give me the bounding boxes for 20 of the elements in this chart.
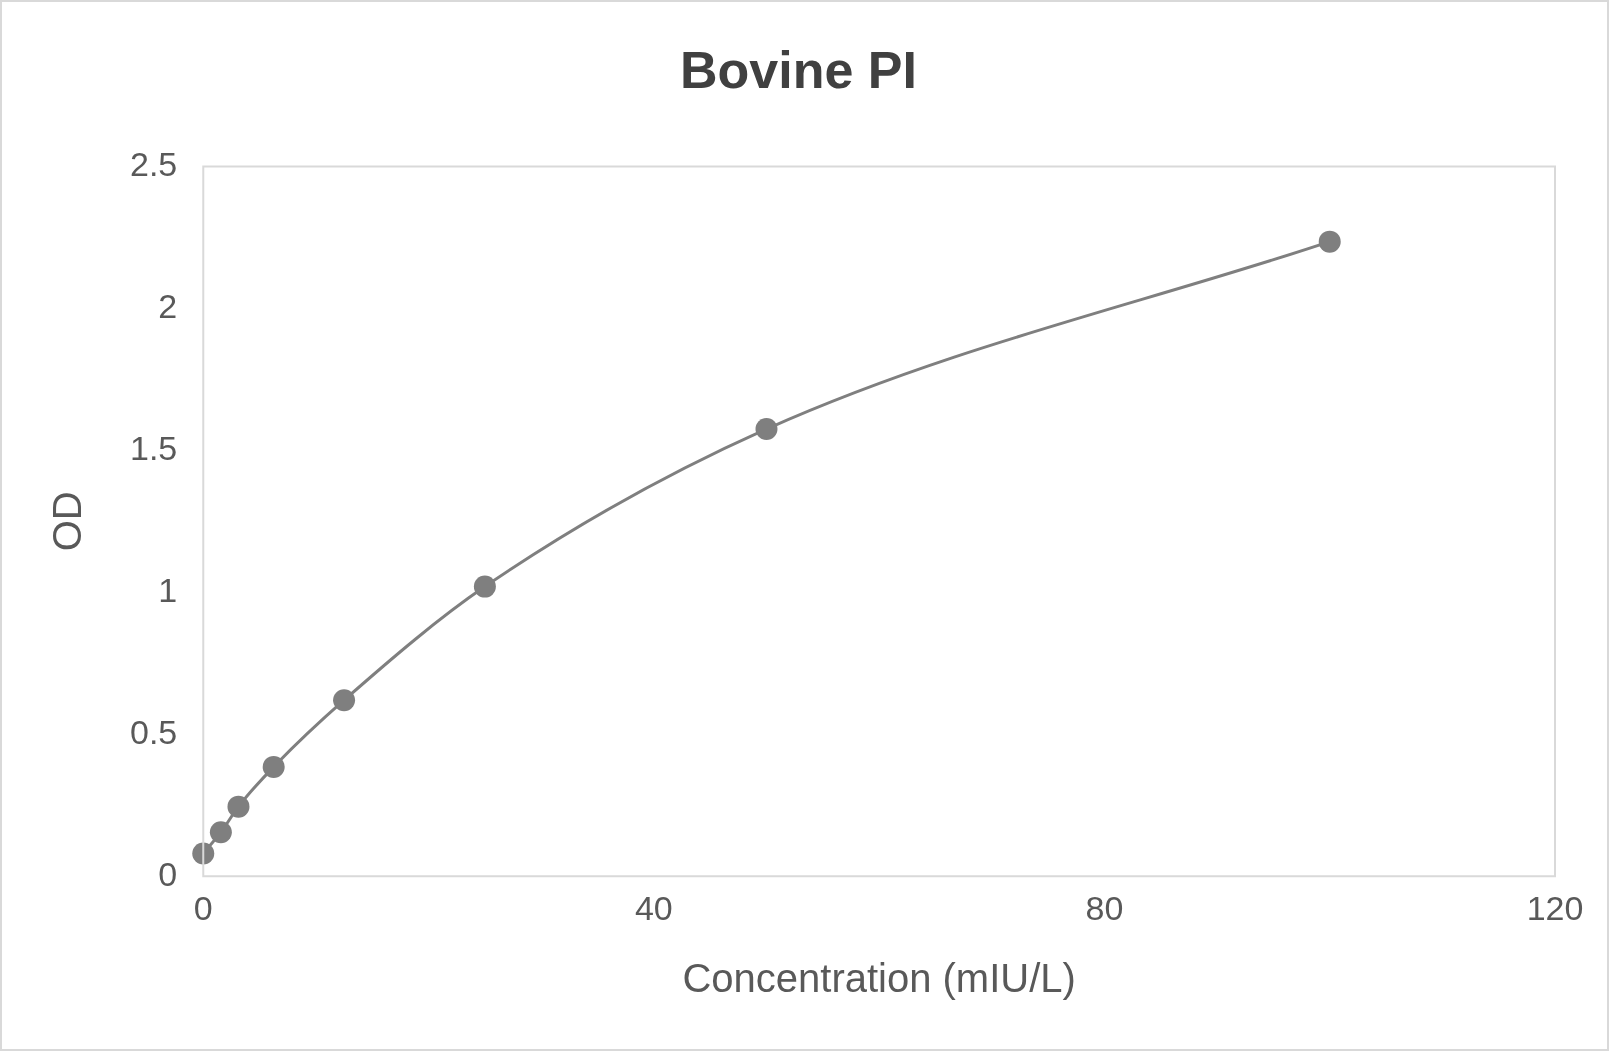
point — [473, 575, 496, 598]
x-tick-label: 40 — [634, 888, 673, 927]
point — [1318, 230, 1341, 253]
x-tick-label: 0 — [193, 888, 213, 927]
y-tick-label: 0 — [158, 854, 178, 893]
y-tick-label: 2.5 — [130, 144, 178, 183]
y-tick-label: 0.5 — [130, 712, 178, 751]
x-axis-title: Concentration (mIU/L) — [682, 956, 1076, 1001]
chart-title: Bovine PI — [680, 40, 917, 99]
x-tick-label: 80 — [1085, 888, 1124, 927]
point — [333, 689, 356, 712]
y-tick-label: 1.5 — [130, 428, 178, 467]
y-axis-title: OD — [45, 491, 90, 552]
x-tick-label: 120 — [1526, 888, 1584, 927]
point — [755, 418, 778, 441]
point — [209, 821, 232, 844]
y-tick-label: 2 — [158, 286, 178, 325]
y-tick-label: 1 — [158, 570, 178, 609]
point — [262, 755, 285, 778]
point — [227, 795, 250, 818]
